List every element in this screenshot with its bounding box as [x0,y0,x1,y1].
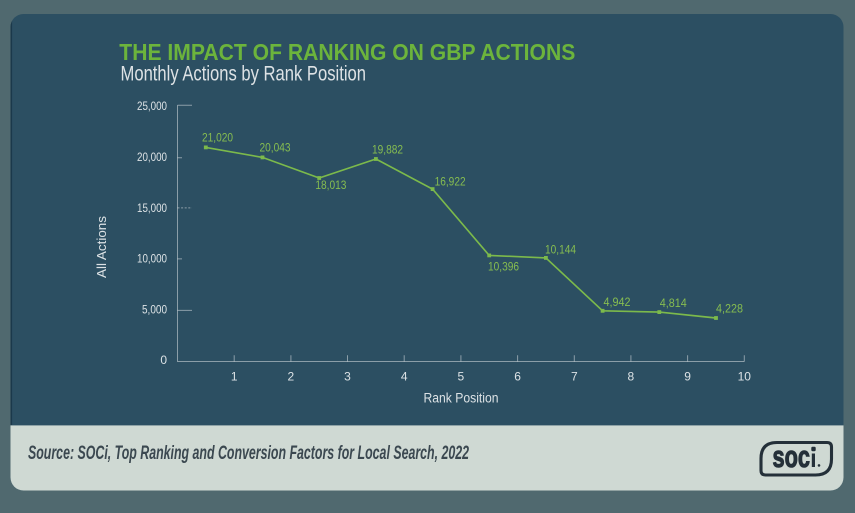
svg-text:9: 9 [684,370,691,384]
svg-text:Monthly Actions by Rank Positi: Monthly Actions by Rank Position [121,63,367,86]
svg-text:All Actions: All Actions [94,215,109,278]
svg-text:25,000: 25,000 [137,99,167,113]
svg-text:4,228: 4,228 [716,302,743,316]
svg-text:20,000: 20,000 [137,150,167,164]
svg-text:Rank Position: Rank Position [424,391,499,406]
svg-text:5: 5 [458,370,465,384]
svg-text:5,000: 5,000 [142,302,167,316]
svg-text:15,000: 15,000 [137,201,167,215]
svg-text:16,922: 16,922 [435,175,466,189]
svg-text:20,043: 20,043 [260,141,291,155]
svg-text:10,000: 10,000 [137,252,167,266]
svg-text:10,396: 10,396 [488,259,519,273]
svg-text:4: 4 [401,370,408,384]
svg-text:1: 1 [231,370,238,384]
svg-text:21,020: 21,020 [202,131,233,145]
svg-text:Source: SOCi, Top Ranking and: Source: SOCi, Top Ranking and Conversion… [28,443,469,464]
svg-text:2: 2 [288,370,295,384]
svg-text:19,882: 19,882 [372,143,403,157]
svg-text:8: 8 [628,370,635,384]
svg-text:4,814: 4,814 [660,296,687,310]
svg-text:soc: soc [773,439,811,474]
svg-text:10,144: 10,144 [545,242,576,256]
svg-text:3: 3 [344,370,351,384]
svg-text:THE IMPACT OF RANKING ON GBP A: THE IMPACT OF RANKING ON GBP ACTIONS [119,39,575,65]
svg-text:4,942: 4,942 [604,295,631,309]
svg-text:0: 0 [160,353,167,367]
svg-text:10: 10 [738,370,752,384]
svg-text:7: 7 [571,370,578,384]
svg-text:6: 6 [514,370,521,384]
svg-text:18,013: 18,013 [315,178,346,192]
